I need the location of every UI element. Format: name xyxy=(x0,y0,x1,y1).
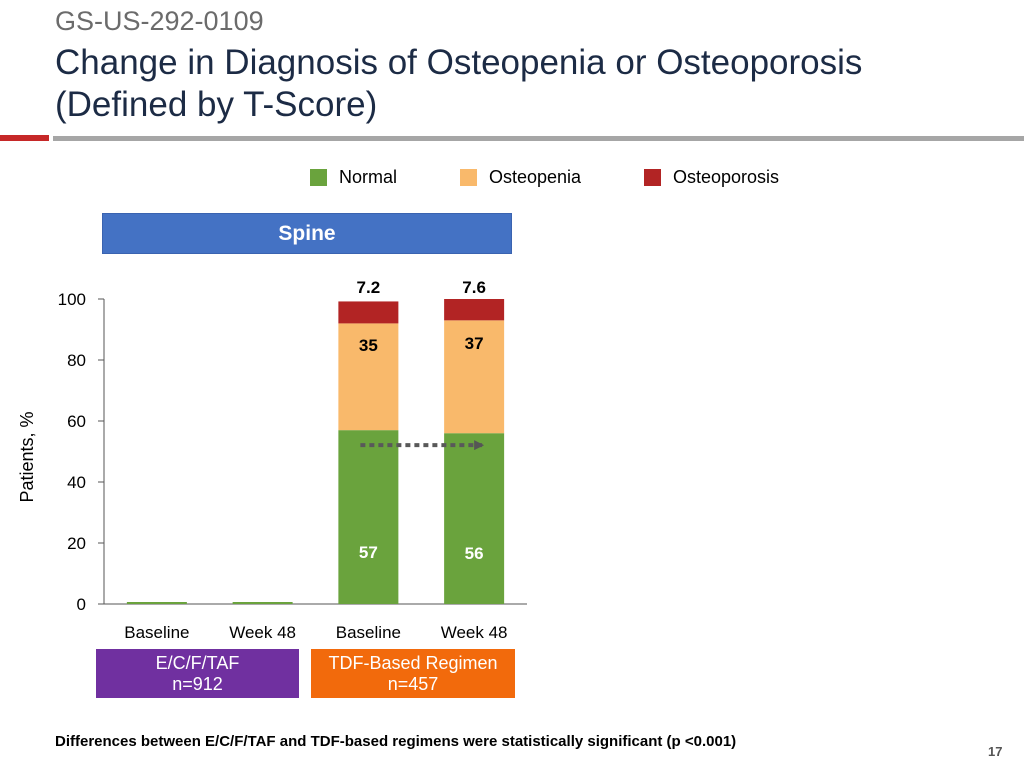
y-tick-label: 20 xyxy=(67,534,86,553)
group-label-tdf-regimen: TDF-Based Regimen n=457 xyxy=(311,649,515,698)
panel-banner-spine: Spine xyxy=(102,213,512,254)
x-tick-label: Week 48 xyxy=(441,623,508,642)
x-tick-label: Baseline xyxy=(124,623,189,642)
y-tick-label: 60 xyxy=(67,412,86,431)
data-label-osteoporosis: 7.2 xyxy=(357,278,381,297)
legend-label-normal: Normal xyxy=(339,166,398,187)
group-label-ecftaf: E/C/F/TAF n=912 xyxy=(96,649,299,698)
data-label-osteopenia: 37 xyxy=(465,334,484,353)
group-name: E/C/F/TAF xyxy=(155,652,240,673)
study-id: GS-US-292-0109 xyxy=(55,6,264,36)
y-tick-label: 80 xyxy=(67,351,86,370)
legend-swatch-normal xyxy=(310,168,327,186)
legend-item-osteopenia: Osteopenia xyxy=(460,167,581,187)
group-n: n=912 xyxy=(172,673,223,694)
data-label-normal: 57 xyxy=(359,543,378,562)
title-line-2: (Defined by T-Score) xyxy=(55,85,378,124)
title-rule xyxy=(53,136,1024,141)
legend-swatch-osteopenia xyxy=(460,168,477,186)
x-tick-label: Baseline xyxy=(336,623,401,642)
legend-label-osteoporosis: Osteoporosis xyxy=(673,166,780,187)
footnote: Differences between E/C/F/TAF and TDF-ba… xyxy=(55,733,737,750)
y-tick-label: 100 xyxy=(58,290,86,309)
bar-segment-normal xyxy=(338,430,399,604)
legend-item-osteoporosis: Osteoporosis xyxy=(644,167,779,187)
x-tick-label: Week 48 xyxy=(229,623,296,642)
bar-segment-osteoporosis xyxy=(444,299,505,321)
y-tick-label: 0 xyxy=(77,595,86,614)
group-n: n=457 xyxy=(387,673,439,694)
bar-segment-normal xyxy=(444,433,505,604)
data-label-normal: 56 xyxy=(465,544,484,563)
legend-label-osteopenia: Osteopenia xyxy=(489,166,582,187)
title-rule-accent xyxy=(0,135,49,141)
bar-segment-osteopenia xyxy=(444,320,505,434)
page-title: Change in Diagnosis of Osteopenia or Ost… xyxy=(55,42,862,126)
data-label-osteopenia: 35 xyxy=(359,336,378,355)
bar-segment-osteoporosis xyxy=(338,301,399,324)
title-line-1: Change in Diagnosis of Osteopenia or Ost… xyxy=(55,43,863,82)
y-axis-label: Patients, % xyxy=(17,411,37,502)
legend-item-normal: Normal xyxy=(310,167,397,187)
group-name: TDF-Based Regimen xyxy=(328,652,498,673)
legend-swatch-osteoporosis xyxy=(644,168,661,186)
bar-segment-osteopenia xyxy=(338,323,399,431)
page-number: 17 xyxy=(988,744,1003,759)
y-tick-label: 40 xyxy=(67,473,86,492)
data-label-osteoporosis: 7.6 xyxy=(462,278,486,297)
